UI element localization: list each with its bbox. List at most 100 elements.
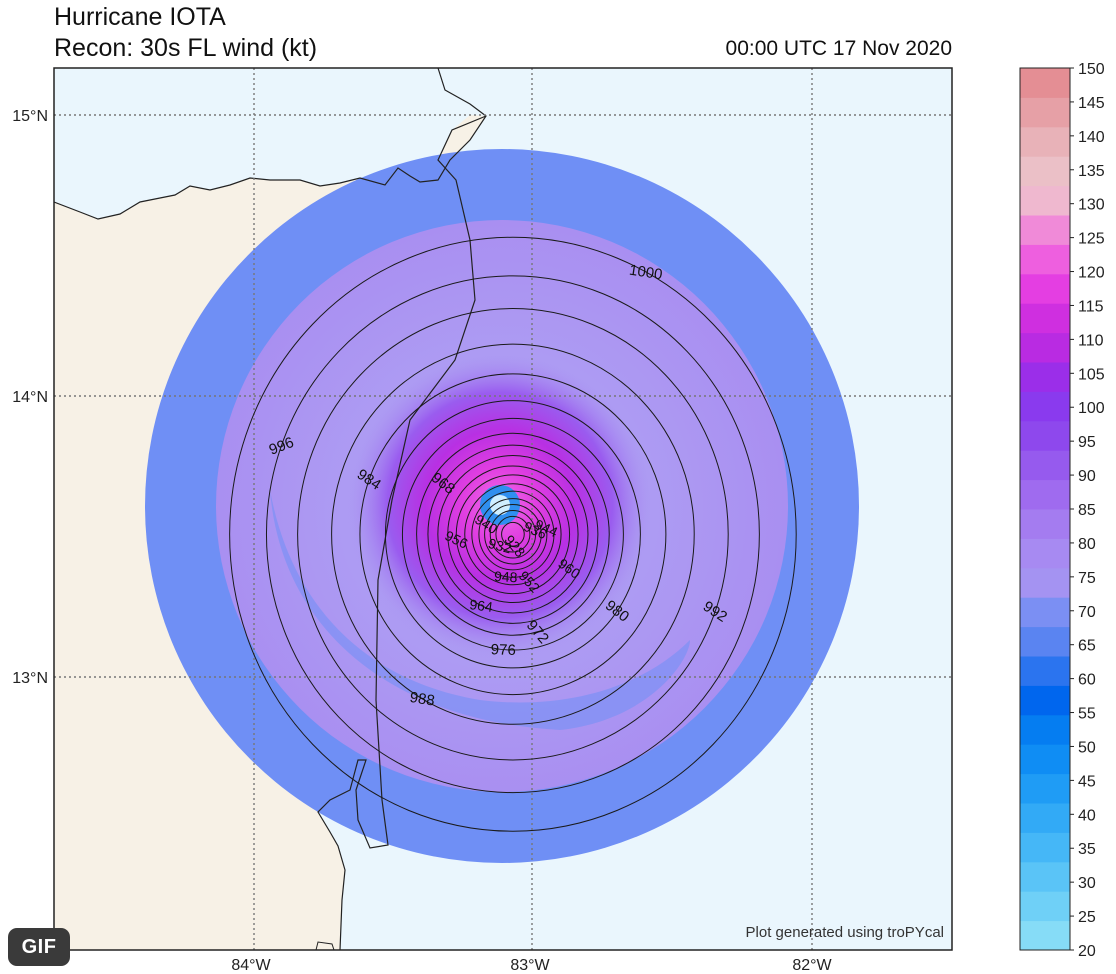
colorbar-tick-label: 40 <box>1078 807 1096 824</box>
isobar-940 <box>484 504 542 565</box>
colorbar-segment <box>1020 450 1070 481</box>
timestamp: 00:00 UTC 17 Nov 2020 <box>725 37 952 60</box>
isobar-964 <box>437 455 589 614</box>
colorbar-segment <box>1020 420 1070 451</box>
colorbar-segment <box>1020 362 1070 392</box>
isobar-group <box>229 236 797 832</box>
colorbar-tick-label: 50 <box>1078 739 1096 756</box>
island <box>315 941 335 950</box>
isobar-928 <box>501 521 525 547</box>
colorbar <box>1020 68 1070 951</box>
colorbar-segment <box>1020 97 1070 128</box>
colorbar-labels: 150 145 140 135 130 125 120 115 110 105 100 95 90 85 8… <box>1070 61 1105 960</box>
colorbar-segment <box>1020 567 1070 598</box>
colorbar-segment <box>1020 803 1070 833</box>
colorbar-segment <box>1020 185 1070 216</box>
colorbar-tick-label: 145 <box>1078 95 1105 112</box>
border-line <box>317 115 487 950</box>
coastline <box>54 68 487 220</box>
isobar-956 <box>455 474 571 595</box>
isobar-label: 988 <box>408 689 435 710</box>
colorbar-segment <box>1020 332 1070 363</box>
isobar-label: 976 <box>491 641 516 659</box>
credit-text: Plot generated using troPYcal <box>746 924 944 941</box>
colorbar-tick-label: 130 <box>1078 197 1105 214</box>
isobar-980 <box>384 400 641 669</box>
colorbar-frame <box>1019 67 1071 951</box>
colorbar-tick-label: 150 <box>1078 61 1105 78</box>
colorbar-tick-label: 80 <box>1078 536 1096 553</box>
isobar-972 <box>416 432 610 636</box>
isobar-936 <box>489 509 537 559</box>
isobar-984 <box>359 373 667 696</box>
isobar-976 <box>401 417 624 651</box>
isobar-988 <box>331 343 695 725</box>
colorbar-segment <box>1020 891 1070 922</box>
colorbar-tick-label: 55 <box>1078 706 1096 723</box>
isobar-label: 1000 <box>628 262 664 284</box>
map-frame <box>53 67 953 951</box>
colorbar-tick-label: 70 <box>1078 604 1096 621</box>
colorbar-segment <box>1020 215 1070 245</box>
colorbar-tick-label: 100 <box>1078 400 1105 417</box>
colorbar-tick-label: 85 <box>1078 502 1096 519</box>
gif-badge: GIF <box>8 928 70 966</box>
colorbar-segment <box>1020 68 1070 98</box>
colorbar-tick-label: 115 <box>1078 298 1104 315</box>
isobar-944 <box>478 498 548 571</box>
lat-tick-label: 15°N <box>12 108 48 125</box>
colorbar-tick-label: 120 <box>1078 265 1105 282</box>
colorbar-segment <box>1020 656 1070 686</box>
colorbar-tick-label: 60 <box>1078 672 1096 689</box>
lon-tick-label: 84°W <box>231 957 271 974</box>
lat-tick-label: 14°N <box>12 389 48 406</box>
isobar-968 <box>427 444 599 624</box>
colorbar-tick-label: 125 <box>1078 231 1105 248</box>
colorbar-segment <box>1020 244 1070 275</box>
colorbar-segment <box>1020 126 1070 157</box>
colorbar-segment <box>1020 920 1070 951</box>
isobar-992 <box>297 308 729 761</box>
isobar-952 <box>464 483 562 586</box>
gridlines <box>54 68 952 950</box>
colorbar-segment <box>1020 273 1070 304</box>
colorbar-tick-label: 90 <box>1078 468 1096 485</box>
isobar-label: 932 <box>487 535 514 557</box>
map-title: Hurricane IOTA <box>54 3 226 31</box>
colorbar-segment <box>1020 685 1070 716</box>
colorbar-tick-label: 105 <box>1078 366 1105 383</box>
colorbar-tick-label: 45 <box>1078 773 1096 790</box>
colorbar-segment <box>1020 156 1070 187</box>
colorbar-segment <box>1020 509 1070 539</box>
isobar-label: 964 <box>469 596 494 615</box>
colorbar-tick-label: 65 <box>1078 638 1096 655</box>
lon-tick-label: 83°W <box>510 957 550 974</box>
colorbar-segment <box>1020 861 1070 892</box>
colorbar-segment <box>1020 744 1070 775</box>
isobar-label: 948 <box>494 568 518 585</box>
colorbar-tick-label: 20 <box>1078 943 1096 960</box>
colorbar-tick-label: 35 <box>1078 841 1096 858</box>
isobar-932 <box>495 515 531 553</box>
colorbar-tick-label: 95 <box>1078 434 1096 451</box>
colorbar-tick-label: 25 <box>1078 909 1096 926</box>
colorbar-segment <box>1020 832 1070 863</box>
colorbar-segment <box>1020 538 1070 569</box>
lat-tick-label: 13°N <box>12 670 48 687</box>
wind-band <box>270 490 690 730</box>
map-subtitle: Recon: 30s FL wind (kt) <box>54 34 318 62</box>
isobar-960 <box>447 465 579 604</box>
colorbar-segment <box>1020 303 1070 334</box>
colorbar-tick-label: 75 <box>1078 570 1096 587</box>
colorbar-tick-label: 140 <box>1078 129 1105 146</box>
colorbar-segment <box>1020 626 1070 657</box>
isobar-1000 <box>229 236 797 832</box>
isobar-948 <box>471 490 555 578</box>
colorbar-segment <box>1020 597 1070 628</box>
colorbar-tick-label: 110 <box>1078 332 1104 349</box>
colorbar-tick-label: 30 <box>1078 875 1096 892</box>
isobar-996 <box>265 275 760 794</box>
colorbar-segment <box>1020 479 1070 510</box>
colorbar-segment <box>1020 391 1070 422</box>
